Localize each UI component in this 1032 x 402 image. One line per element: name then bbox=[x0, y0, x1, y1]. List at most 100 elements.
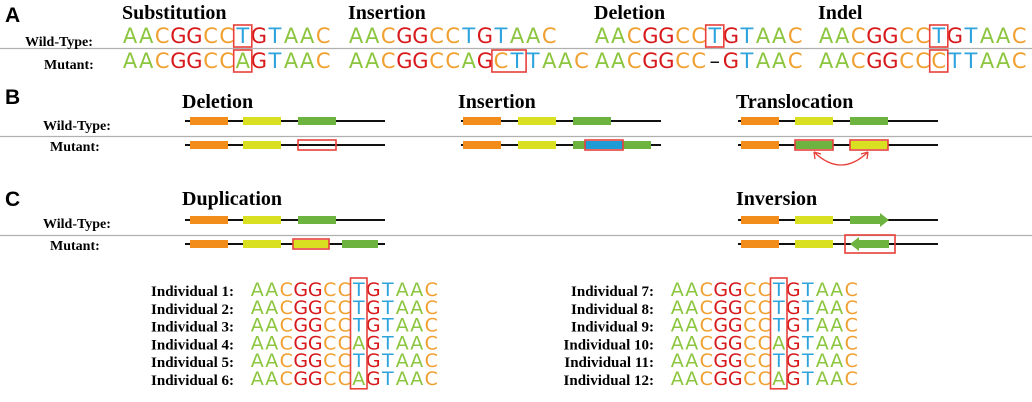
nucleotide-T: T bbox=[801, 332, 814, 354]
nucleotide-A: A bbox=[772, 49, 787, 73]
nucleotide-C: C bbox=[155, 24, 170, 48]
nucleotide-G: G bbox=[866, 49, 882, 73]
highlight-boxes bbox=[232, 24, 949, 390]
nucleotide-T: T bbox=[268, 24, 282, 48]
gene-green-arrow-left-icon bbox=[850, 237, 889, 251]
nucleotide-C: C bbox=[203, 49, 218, 73]
nucleotide-A: A bbox=[526, 24, 541, 48]
nucleotide-T: T bbox=[801, 315, 814, 337]
nucleotide-C: C bbox=[338, 332, 351, 354]
nucleotide-A: A bbox=[300, 24, 315, 48]
translocation-arrow bbox=[813, 151, 869, 166]
column-title-deletion: Deletion bbox=[594, 2, 665, 24]
nucleotide-A: A bbox=[265, 368, 278, 390]
nucleotide-A: A bbox=[396, 368, 409, 390]
nucleotide-G: G bbox=[477, 49, 493, 73]
nucleotide-C: C bbox=[899, 49, 914, 73]
nucleotide-A: A bbox=[756, 49, 771, 73]
nucleotide-G: G bbox=[366, 350, 381, 372]
nucleotide-C: C bbox=[219, 24, 234, 48]
nucleotide-A: A bbox=[265, 332, 278, 354]
nucleotide-A: A bbox=[396, 297, 409, 319]
nucleotide-A: A bbox=[300, 49, 315, 73]
nucleotide-A: A bbox=[265, 315, 278, 337]
gene-orange bbox=[190, 117, 228, 125]
nucleotide-G: G bbox=[947, 24, 963, 48]
nucleotide-A: A bbox=[830, 350, 843, 372]
nucleotide-G: G bbox=[308, 350, 323, 372]
nucleotide-G: G bbox=[308, 279, 323, 301]
nucleotide-C: C bbox=[700, 297, 713, 319]
column-title-duplication: Duplication bbox=[182, 188, 282, 210]
nucleotide-T: T bbox=[740, 24, 754, 48]
nucleotide-A: A bbox=[595, 24, 610, 48]
nucleotide-G: G bbox=[366, 332, 381, 354]
nucleotide-G: G bbox=[642, 49, 658, 73]
nucleotide-A: A bbox=[510, 24, 525, 48]
nucleotide-C: C bbox=[280, 368, 293, 390]
nucleotide-A: A bbox=[410, 332, 423, 354]
gene-green bbox=[298, 216, 336, 224]
nucleotide-T: T bbox=[931, 24, 945, 48]
nucleotide-A: A bbox=[349, 24, 364, 48]
mutant-deletion-sequence: A A C G G C C – G T A A C bbox=[595, 49, 803, 73]
nucleotide-A: A bbox=[123, 24, 138, 48]
mutant-substitution-highlight-box bbox=[232, 49, 253, 73]
nucleotide-G: G bbox=[882, 49, 898, 73]
nucleotide-C: C bbox=[280, 279, 293, 301]
nucleotide-G: G bbox=[882, 24, 898, 48]
nucleotide-T: T bbox=[772, 350, 785, 372]
nucleotide-A: A bbox=[830, 332, 843, 354]
nucleotide-C: C bbox=[1012, 49, 1027, 73]
nucleotide-T: T bbox=[964, 49, 978, 73]
nucleotide-A: A bbox=[671, 315, 684, 337]
nucleotide-C: C bbox=[743, 332, 756, 354]
nucleotide-A: A bbox=[396, 315, 409, 337]
nucleotide-G: G bbox=[728, 368, 743, 390]
nucleotide-T: T bbox=[801, 368, 814, 390]
nucleotide-C: C bbox=[845, 350, 858, 372]
nucleotide-G: G bbox=[251, 24, 267, 48]
nucleotide-G: G bbox=[728, 297, 743, 319]
nucleotide-T: T bbox=[235, 24, 249, 48]
nucleotide-A: A bbox=[251, 332, 264, 354]
nucleotide-C: C bbox=[280, 350, 293, 372]
nucleotide-C: C bbox=[743, 350, 756, 372]
gene-yellow bbox=[243, 216, 281, 224]
mutant-insertion-highlight-box bbox=[491, 49, 527, 73]
nucleotide-A: A bbox=[819, 49, 834, 73]
nucleotide-G: G bbox=[723, 24, 739, 48]
nucleotide-T: T bbox=[381, 350, 394, 372]
individuals_right-variant-column-box bbox=[769, 277, 788, 390]
nucleotide-G: G bbox=[251, 49, 267, 73]
mutant-label: Mutant: bbox=[50, 140, 100, 155]
column-title-translocation: Translocation bbox=[736, 91, 853, 113]
nucleotide-C: C bbox=[429, 49, 444, 73]
nucleotide-C: C bbox=[338, 315, 351, 337]
column-title-deletion: Deletion bbox=[182, 91, 253, 113]
gene-yellow bbox=[243, 240, 281, 248]
individual-label: Individual 9: bbox=[571, 320, 654, 336]
nucleotide-C: C bbox=[758, 368, 771, 390]
nucleotide-A: A bbox=[410, 350, 423, 372]
nucleotide-C: C bbox=[700, 332, 713, 354]
nucleotide-G: G bbox=[713, 297, 728, 319]
gene-orange bbox=[741, 117, 779, 125]
gene-yellow-duplicate bbox=[293, 240, 329, 248]
nucleotide-A: A bbox=[284, 49, 299, 73]
gene-yellow bbox=[243, 141, 281, 149]
nucleotide-A: A bbox=[772, 332, 785, 354]
nucleotide-C: C bbox=[915, 49, 930, 73]
mutant-indel-highlight-box bbox=[928, 49, 949, 73]
gene-green bbox=[850, 117, 888, 125]
nucleotide-C: C bbox=[425, 368, 438, 390]
nucleotide-A: A bbox=[671, 368, 684, 390]
wild-type-label: Wild-Type: bbox=[43, 119, 111, 134]
individual-label: Individual 6: bbox=[151, 373, 234, 389]
nucleotide-C: C bbox=[675, 24, 690, 48]
nucleotide-T: T bbox=[381, 368, 394, 390]
nucleotide-G: G bbox=[170, 24, 186, 48]
